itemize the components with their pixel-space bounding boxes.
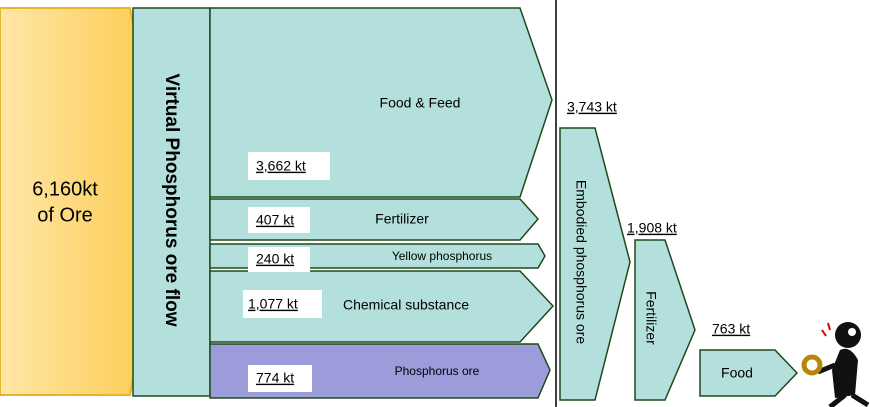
fertilizer-amount: 1,908 kt: [627, 220, 677, 236]
branch-name: Phosphorus ore: [395, 364, 480, 378]
person-icon: [804, 322, 868, 407]
branch-amount: 407 kt: [256, 212, 294, 228]
branch-name: Yellow phosphorus: [392, 249, 492, 263]
embodied-label: Embodied phosphorus ore: [573, 180, 589, 344]
branch-amount: 1,077 kt: [248, 296, 298, 312]
fertilizer-label: Fertilizer: [643, 291, 659, 345]
food-amount: 763 kt: [712, 321, 750, 337]
branch-name: Chemical substance: [343, 297, 469, 313]
branch-name: Fertilizer: [375, 211, 429, 227]
ore-label: 6,160kt: [32, 178, 98, 200]
branch-amount: 3,662 kt: [256, 158, 306, 174]
diagram: 6,160kt of Ore Virtual Phosphorus ore fl…: [0, 0, 870, 407]
food-label: Food: [721, 365, 753, 381]
branch-amount: 240 kt: [256, 251, 294, 267]
ore-label: of Ore: [37, 204, 93, 226]
branch-amount: 774 kt: [256, 370, 294, 386]
embodied-amount: 3,743 kt: [567, 99, 617, 115]
embodied-arrow: [560, 128, 630, 400]
virtual-title: Virtual Phosphorus ore flow: [161, 73, 182, 326]
branch-name: Food & Feed: [380, 95, 461, 111]
